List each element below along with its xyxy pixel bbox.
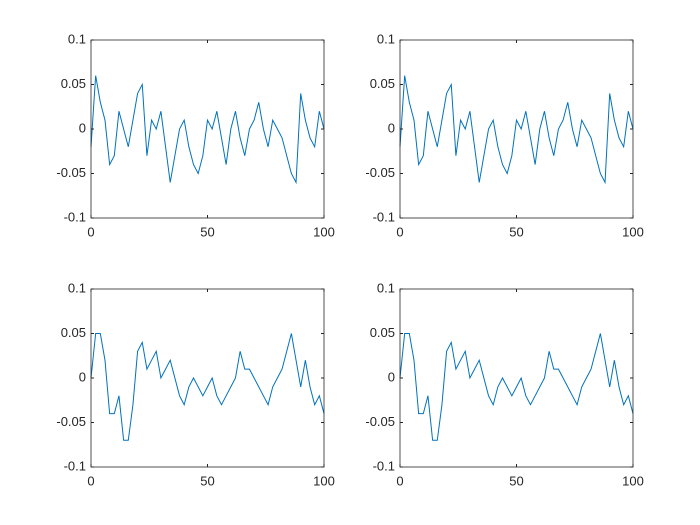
x-tick-label: 50 bbox=[200, 473, 214, 488]
y-tick-label: -0.05 bbox=[56, 414, 86, 429]
y-tick-label: -0.1 bbox=[64, 209, 86, 224]
line-series bbox=[399, 75, 634, 185]
x-tick-label: 50 bbox=[509, 224, 523, 239]
axes-background bbox=[400, 289, 633, 467]
y-tick-label: 0.05 bbox=[61, 76, 86, 91]
x-tick-label: 0 bbox=[87, 224, 94, 239]
y-tick-label: -0.1 bbox=[373, 458, 395, 473]
y-tick-label: 0.1 bbox=[377, 31, 395, 46]
y-tick-label: -0.1 bbox=[64, 458, 86, 473]
x-tick-label: 100 bbox=[622, 224, 644, 239]
y-tick-label: -0.05 bbox=[365, 414, 395, 429]
line-series bbox=[399, 333, 634, 441]
y-tick-label: 0.1 bbox=[68, 280, 86, 295]
x-tick-label: 0 bbox=[396, 473, 403, 488]
axes-background bbox=[91, 289, 324, 467]
x-tick-label: 0 bbox=[396, 224, 403, 239]
y-tick-label: 0 bbox=[79, 369, 86, 384]
x-tick-label: 0 bbox=[87, 473, 94, 488]
x-tick-label: 50 bbox=[200, 224, 214, 239]
axes-background bbox=[91, 40, 324, 218]
axes-background bbox=[400, 40, 633, 218]
y-tick-label: 0.05 bbox=[370, 76, 395, 91]
line-series bbox=[90, 75, 325, 185]
x-tick-label: 50 bbox=[509, 473, 523, 488]
y-tick-label: 0.05 bbox=[370, 325, 395, 340]
y-tick-label: -0.05 bbox=[365, 165, 395, 180]
y-tick-label: 0.05 bbox=[61, 325, 86, 340]
x-tick-label: 100 bbox=[313, 473, 335, 488]
y-tick-label: 0 bbox=[388, 369, 395, 384]
x-tick-label: 100 bbox=[622, 473, 644, 488]
y-tick-label: -0.1 bbox=[373, 209, 395, 224]
y-tick-label: 0 bbox=[79, 120, 86, 135]
line-series bbox=[90, 333, 325, 441]
y-tick-label: 0.1 bbox=[68, 31, 86, 46]
y-tick-label: 0 bbox=[388, 120, 395, 135]
x-tick-label: 100 bbox=[313, 224, 335, 239]
y-tick-label: -0.05 bbox=[56, 165, 86, 180]
y-tick-label: 0.1 bbox=[377, 280, 395, 295]
